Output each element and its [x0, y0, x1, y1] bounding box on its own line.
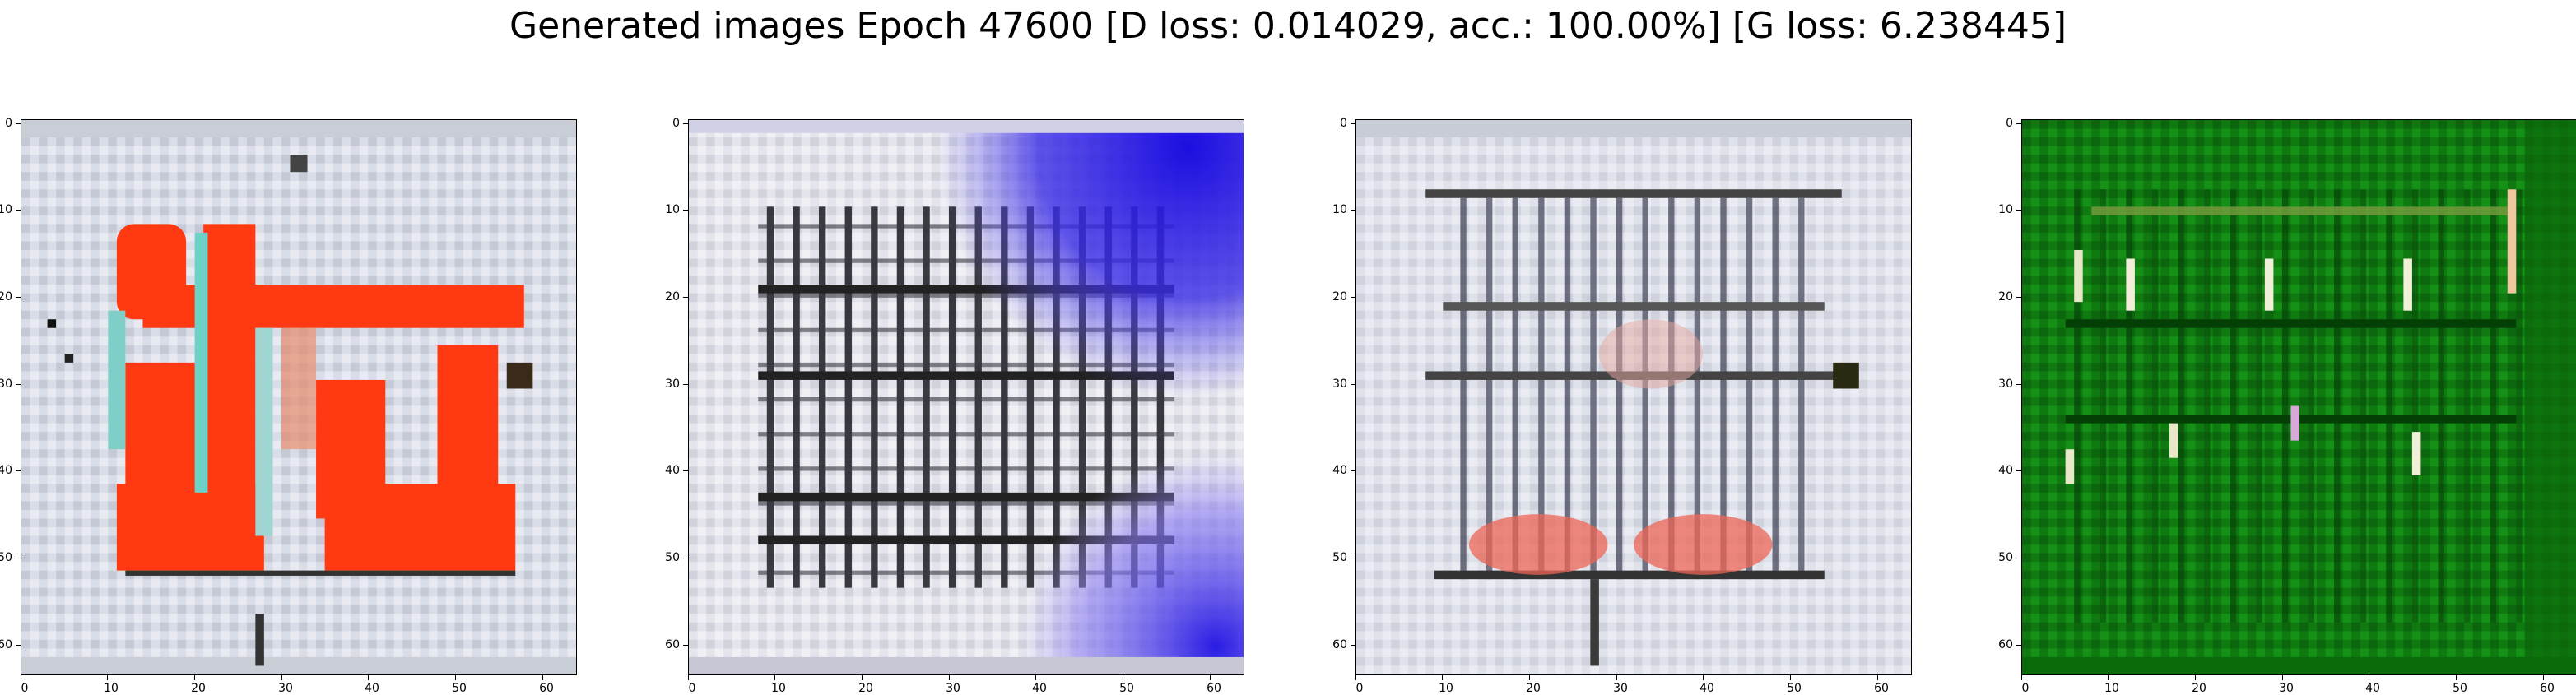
- y-tick: 40: [1998, 464, 2013, 477]
- y-tick: 0: [672, 117, 680, 130]
- y-tick: 50: [1998, 551, 2013, 564]
- y-tick: 60: [665, 638, 680, 651]
- x-tick: 30: [1613, 682, 1628, 695]
- x-tick: 20: [2192, 682, 2206, 695]
- x-tick: 60: [1874, 682, 1889, 695]
- y-tick: 60: [1998, 638, 2013, 651]
- y-tick: 20: [0, 290, 12, 303]
- x-tick: 30: [946, 682, 960, 695]
- x-tick: 60: [539, 682, 554, 695]
- panel-4: 0 10 20 30 40 50 60 0 10 20 30 40 50 60: [1998, 117, 2576, 695]
- panel-2: 0 10 20 30 40 50 60 0 10 20 30 40 50 60: [665, 117, 1244, 695]
- x-tick: 30: [278, 682, 293, 695]
- y-tick: 10: [665, 203, 680, 216]
- x-tick: 0: [21, 682, 29, 695]
- generated-image-4: [2021, 119, 2576, 675]
- x-tick: 50: [1119, 682, 1134, 695]
- x-tick: 10: [104, 682, 119, 695]
- x-tick: 60: [2540, 682, 2555, 695]
- x-tick: 40: [1700, 682, 1714, 695]
- x-tick: 20: [191, 682, 206, 695]
- y-tick: 50: [665, 551, 680, 564]
- y-tick: 60: [1332, 638, 1347, 651]
- x-tick: 20: [1526, 682, 1541, 695]
- y-tick: 30: [1332, 378, 1347, 391]
- generated-image-3: [1355, 119, 1912, 675]
- y-tick: 40: [0, 464, 12, 477]
- y-tick: 40: [1332, 464, 1347, 477]
- y-tick: 0: [2006, 117, 2013, 130]
- y-tick: 0: [1340, 117, 1347, 130]
- y-tick: 10: [1998, 203, 2013, 216]
- y-tick: 30: [1998, 378, 2013, 391]
- panel-1: 0 10 20 30 40 50 60 0 10 20 30 40 50 60: [0, 117, 577, 695]
- x-tick: 50: [452, 682, 467, 695]
- generated-image-2: [688, 119, 1244, 675]
- x-tick: 40: [2365, 682, 2380, 695]
- y-tick: 30: [0, 378, 12, 391]
- x-tick: 0: [2021, 682, 2030, 695]
- x-tick: 40: [1032, 682, 1047, 695]
- x-tick: 50: [2453, 682, 2467, 695]
- x-tick: 10: [2104, 682, 2119, 695]
- y-tick: 20: [1998, 290, 2013, 303]
- y-tick: 10: [0, 203, 12, 216]
- x-tick: 10: [1439, 682, 1453, 695]
- x-tick: 40: [365, 682, 379, 695]
- y-tick: 30: [665, 378, 680, 391]
- x-tick: 10: [771, 682, 786, 695]
- y-tick: 10: [1332, 203, 1347, 216]
- y-tick: 20: [665, 290, 680, 303]
- y-tick: 40: [665, 464, 680, 477]
- x-tick: 20: [858, 682, 873, 695]
- x-tick: 30: [2279, 682, 2294, 695]
- y-tick: 50: [0, 551, 12, 564]
- x-tick: 0: [688, 682, 696, 695]
- y-tick: 0: [5, 117, 12, 130]
- y-tick: 60: [0, 638, 12, 651]
- figure-title: Generated images Epoch 47600 [D loss: 0.…: [509, 5, 2067, 47]
- y-tick: 50: [1332, 551, 1347, 564]
- x-tick: 0: [1355, 682, 1364, 695]
- x-tick: 50: [1787, 682, 1802, 695]
- y-tick: 20: [1332, 290, 1347, 303]
- x-tick: 60: [1207, 682, 1221, 695]
- generated-image-1: [21, 119, 577, 675]
- panel-3: 0 10 20 30 40 50 60 0 10 20 30 40 50 60: [1332, 117, 1912, 695]
